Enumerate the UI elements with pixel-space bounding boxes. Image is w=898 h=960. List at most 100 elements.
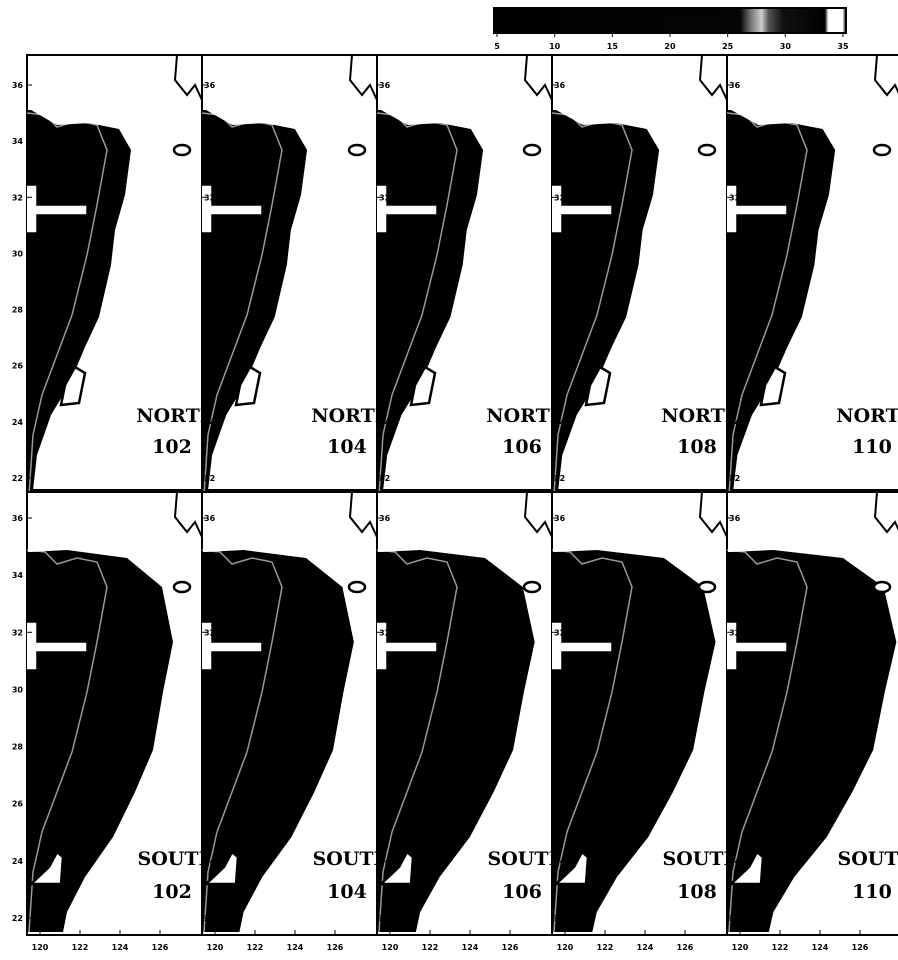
lon-tick-label: 124 bbox=[112, 943, 129, 952]
panel-number: 104 bbox=[327, 881, 367, 903]
lat-tick-label: 32 bbox=[204, 193, 215, 202]
island bbox=[874, 582, 890, 592]
panel-number: 102 bbox=[152, 436, 192, 458]
figure: NORTH1022224262830323436NORTH10422242628… bbox=[0, 0, 898, 960]
panel-number: 106 bbox=[502, 881, 542, 903]
lat-tick-label: 32 bbox=[554, 193, 565, 202]
panel-number: 108 bbox=[677, 881, 717, 903]
panel-number: 104 bbox=[327, 436, 367, 458]
colorbar-tick-label: 15 bbox=[607, 42, 619, 51]
lon-tick-label: 122 bbox=[247, 943, 264, 952]
lat-tick-label: 22 bbox=[729, 914, 740, 923]
map-panel: SOUTH1102224262830323436120122124126 bbox=[727, 492, 898, 952]
lat-tick-label: 34 bbox=[204, 137, 216, 146]
lat-tick-label: 34 bbox=[379, 137, 391, 146]
panel-number: 110 bbox=[852, 881, 892, 903]
lat-tick-label: 24 bbox=[12, 857, 24, 866]
lat-tick-label: 26 bbox=[12, 362, 24, 371]
lat-tick-label: 26 bbox=[12, 800, 24, 809]
lat-tick-label: 34 bbox=[554, 571, 566, 580]
lat-tick-label: 34 bbox=[554, 137, 566, 146]
lat-tick-label: 30 bbox=[204, 249, 216, 258]
lon-tick-label: 122 bbox=[597, 943, 614, 952]
lat-tick-label: 28 bbox=[554, 306, 566, 315]
lat-tick-label: 32 bbox=[379, 193, 390, 202]
colorbar-tick-label: 20 bbox=[664, 42, 676, 51]
lat-tick-label: 22 bbox=[554, 914, 565, 923]
colorbar bbox=[494, 8, 846, 33]
lat-tick-label: 32 bbox=[379, 628, 390, 637]
lat-tick-label: 34 bbox=[204, 571, 216, 580]
map-panel: SOUTH1062224262830323436120122124126 bbox=[377, 492, 567, 952]
lon-tick-label: 122 bbox=[422, 943, 439, 952]
island bbox=[174, 145, 190, 155]
lon-tick-label: 126 bbox=[852, 943, 869, 952]
lat-tick-label: 24 bbox=[12, 418, 24, 427]
lat-tick-label: 32 bbox=[204, 628, 215, 637]
lat-tick-label: 24 bbox=[729, 857, 741, 866]
panel-number: 106 bbox=[502, 436, 542, 458]
lon-tick-label: 120 bbox=[382, 943, 399, 952]
lon-tick-label: 120 bbox=[557, 943, 574, 952]
lat-tick-label: 24 bbox=[379, 418, 391, 427]
lat-tick-label: 24 bbox=[204, 418, 216, 427]
lat-tick-label: 32 bbox=[12, 193, 23, 202]
lat-tick-label: 22 bbox=[379, 474, 390, 483]
lat-tick-label: 28 bbox=[204, 743, 216, 752]
lat-tick-label: 36 bbox=[379, 514, 391, 523]
lat-tick-label: 28 bbox=[379, 743, 391, 752]
island bbox=[874, 145, 890, 155]
lat-tick-label: 26 bbox=[729, 362, 741, 371]
lat-tick-label: 24 bbox=[554, 857, 566, 866]
lat-tick-label: 34 bbox=[379, 571, 391, 580]
lat-tick-label: 22 bbox=[554, 474, 565, 483]
lat-tick-label: 22 bbox=[379, 914, 390, 923]
lat-tick-label: 36 bbox=[554, 81, 566, 90]
lat-tick-label: 36 bbox=[729, 81, 741, 90]
lat-tick-label: 32 bbox=[12, 628, 23, 637]
lat-tick-label: 32 bbox=[729, 193, 740, 202]
lat-tick-label: 36 bbox=[12, 81, 24, 90]
map-panel: SOUTH1082224262830323436120122124126 bbox=[552, 492, 742, 952]
lat-tick-label: 26 bbox=[729, 800, 741, 809]
lat-tick-label: 24 bbox=[554, 418, 566, 427]
lat-tick-label: 28 bbox=[12, 306, 24, 315]
lat-tick-label: 24 bbox=[204, 857, 216, 866]
colorbar-tick-label: 30 bbox=[780, 42, 792, 51]
lat-tick-label: 26 bbox=[204, 800, 216, 809]
island bbox=[349, 145, 365, 155]
colorbar-tick-label: 10 bbox=[549, 42, 561, 51]
lon-tick-label: 120 bbox=[207, 943, 224, 952]
lat-tick-label: 22 bbox=[204, 914, 215, 923]
lon-tick-label: 120 bbox=[732, 943, 749, 952]
lon-tick-label: 124 bbox=[637, 943, 654, 952]
lat-tick-label: 22 bbox=[204, 474, 215, 483]
lat-tick-label: 36 bbox=[554, 514, 566, 523]
lat-tick-label: 36 bbox=[12, 514, 24, 523]
lat-tick-label: 22 bbox=[12, 914, 23, 923]
lon-tick-label: 126 bbox=[327, 943, 344, 952]
lat-tick-label: 36 bbox=[729, 514, 741, 523]
colorbar-tick-label: 25 bbox=[722, 42, 734, 51]
map-panel: NORTH1082224262830323436 bbox=[552, 55, 743, 495]
panel-region: SOUTH bbox=[838, 848, 898, 870]
island bbox=[174, 582, 190, 592]
map-panel: NORTH1102224262830323436 bbox=[727, 55, 898, 495]
lat-tick-label: 26 bbox=[554, 362, 566, 371]
lon-tick-label: 122 bbox=[72, 943, 89, 952]
lat-tick-label: 26 bbox=[204, 362, 216, 371]
colorbar-tick-label: 5 bbox=[494, 42, 500, 51]
lat-tick-label: 22 bbox=[729, 474, 740, 483]
lat-tick-label: 36 bbox=[379, 81, 391, 90]
lat-tick-label: 32 bbox=[554, 628, 565, 637]
lat-tick-label: 30 bbox=[554, 685, 566, 694]
panels: NORTH1022224262830323436NORTH10422242628… bbox=[12, 55, 898, 952]
lon-tick-label: 124 bbox=[812, 943, 829, 952]
lon-tick-label: 120 bbox=[32, 943, 49, 952]
panel-number: 108 bbox=[677, 436, 717, 458]
lat-tick-label: 30 bbox=[379, 685, 391, 694]
